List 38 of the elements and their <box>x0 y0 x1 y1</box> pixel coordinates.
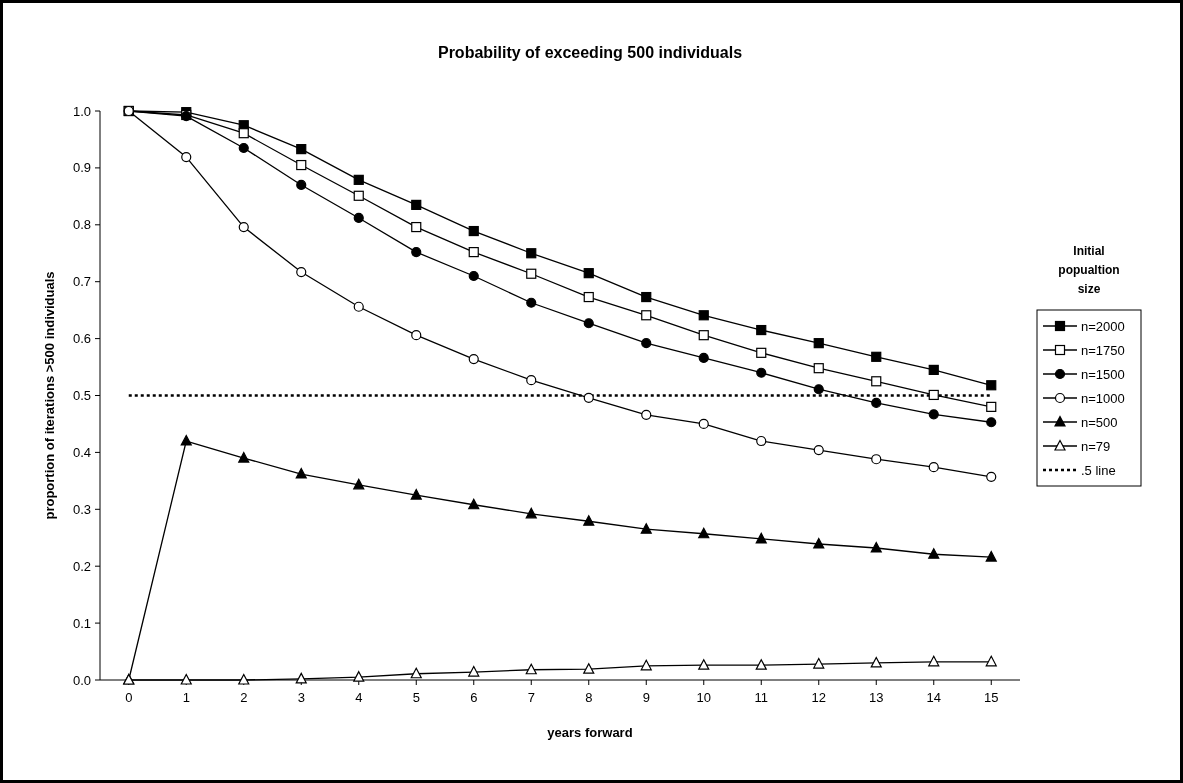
y-tick-label: 0.6 <box>72 331 91 347</box>
y-tick-label: 0.2 <box>72 558 91 574</box>
x-tick-label: 11 <box>754 690 768 705</box>
y-tick-label: 1.0 <box>72 103 91 119</box>
x-tick-label: 5 <box>412 690 420 705</box>
y-tick-label: 0.4 <box>72 444 91 460</box>
x-tick-label: 8 <box>585 690 593 705</box>
x-tick-label: 3 <box>297 690 305 705</box>
y-tick-label: 0.0 <box>72 672 91 688</box>
x-tick-label: 4 <box>355 690 363 705</box>
y-axis-title: proportion of iterations >500 individuals <box>42 271 57 520</box>
legend-label: .5 line <box>1081 462 1116 478</box>
y-tick-label: 0.9 <box>72 160 91 176</box>
x-tick-label: 12 <box>811 690 826 705</box>
y-tick-label: 0.5 <box>72 388 91 404</box>
legend-label: n=1000 <box>1081 390 1125 406</box>
y-tick-label: 0.3 <box>72 501 91 517</box>
y-tick-label: 0.1 <box>72 615 91 631</box>
x-tick-label: 1 <box>182 690 190 705</box>
legend-title: Initial popualtion size <box>1058 244 1120 296</box>
x-tick-label: 14 <box>926 690 941 705</box>
x-axis-title: years forward <box>547 725 633 740</box>
y-tick-label: 0.8 <box>72 217 91 233</box>
legend-label: n=1500 <box>1081 366 1125 382</box>
x-tick-label: 6 <box>470 690 478 705</box>
x-tick-label: 13 <box>869 690 884 705</box>
x-tick-label: 15 <box>984 690 999 705</box>
legend-label: n=1750 <box>1081 342 1125 358</box>
y-tick-label: 0.7 <box>72 274 91 290</box>
x-tick-label: 2 <box>240 690 248 705</box>
chart-title: Probability of exceeding 500 individuals <box>437 44 743 61</box>
x-tick-label: 10 <box>696 690 711 705</box>
x-tick-label: 0 <box>125 690 133 705</box>
x-tick-label: 7 <box>527 690 535 705</box>
legend-label: n=2000 <box>1081 318 1125 334</box>
x-tick-label: 9 <box>642 690 650 705</box>
legend-label: n=500 <box>1081 414 1118 430</box>
legend-label: n=79 <box>1081 438 1111 454</box>
